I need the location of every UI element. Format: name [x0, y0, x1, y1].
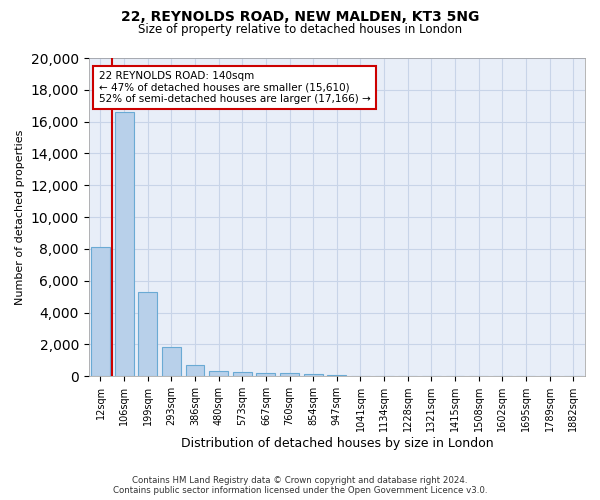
Bar	[304, 374, 323, 376]
Bar	[115, 112, 134, 376]
Bar	[256, 372, 275, 376]
Bar	[280, 374, 299, 376]
Bar	[185, 366, 205, 376]
Text: Size of property relative to detached houses in London: Size of property relative to detached ho…	[138, 22, 462, 36]
Text: 22 REYNOLDS ROAD: 140sqm
← 47% of detached houses are smaller (15,610)
52% of se: 22 REYNOLDS ROAD: 140sqm ← 47% of detach…	[98, 70, 370, 104]
Bar	[162, 347, 181, 376]
Text: Contains HM Land Registry data © Crown copyright and database right 2024.
Contai: Contains HM Land Registry data © Crown c…	[113, 476, 487, 495]
Bar	[91, 248, 110, 376]
Bar	[328, 375, 346, 376]
Bar	[209, 370, 228, 376]
Bar	[138, 292, 157, 376]
Bar	[233, 372, 252, 376]
Y-axis label: Number of detached properties: Number of detached properties	[15, 130, 25, 305]
Text: 22, REYNOLDS ROAD, NEW MALDEN, KT3 5NG: 22, REYNOLDS ROAD, NEW MALDEN, KT3 5NG	[121, 10, 479, 24]
X-axis label: Distribution of detached houses by size in London: Distribution of detached houses by size …	[181, 437, 493, 450]
